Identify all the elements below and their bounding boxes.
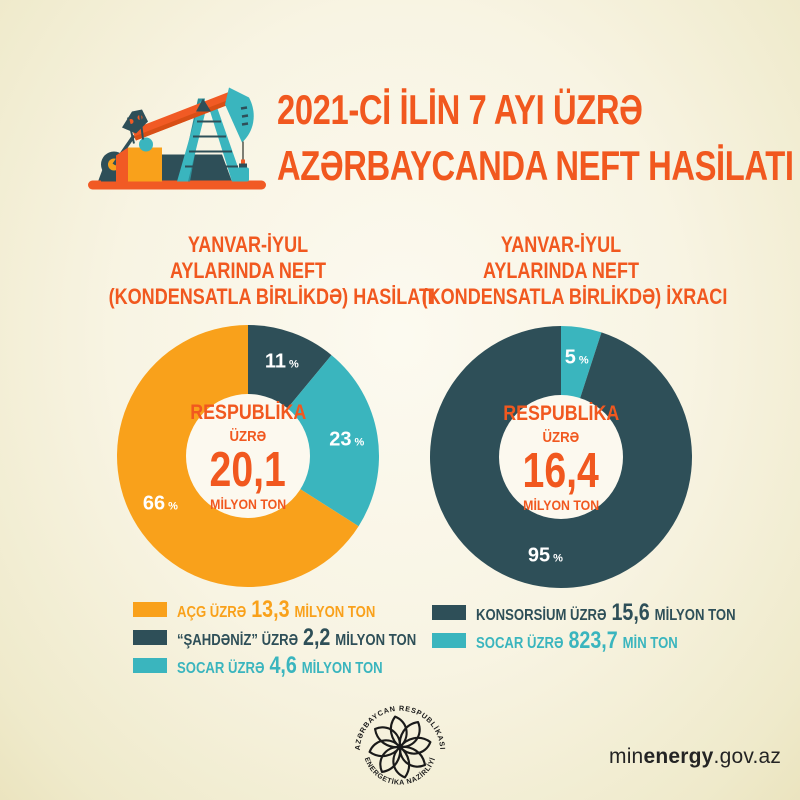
legend-text: SOCAR ÜZRƏ 823,7 MİN TON bbox=[476, 627, 678, 655]
legend-label: SOCAR ÜZRƏ bbox=[177, 659, 265, 677]
legend-label: KONSORSİUM ÜZRƏ bbox=[476, 606, 607, 624]
chart-title-line: YANVAR-İYUL bbox=[187, 232, 309, 257]
legend-swatch bbox=[432, 633, 466, 648]
page-title-line2: AZƏRBAYCANDA NEFT HASİLATI bbox=[277, 142, 794, 189]
chart-title-line: AYLARINDA NEFT bbox=[482, 258, 640, 283]
chart-title-export: YANVAR-İYUL AYLARINDA NEFT (KONDENSATLA … bbox=[421, 232, 728, 310]
legend-swatch bbox=[133, 630, 167, 645]
site-post: .gov.az bbox=[713, 745, 782, 768]
chart-title-line: AYLARINDA NEFT bbox=[169, 258, 327, 283]
legend-row: SOCAR ÜZRƏ 823,7 MİN TON bbox=[432, 627, 793, 654]
chart-title-line: (KONDENSATLA BİRLİKDƏ) HASİLATI bbox=[108, 284, 436, 309]
chart-title-line: YANVAR-İYUL bbox=[500, 232, 622, 257]
legend-text: KONSORSİUM ÜZRƏ 15,6 MİLYON TON bbox=[476, 599, 736, 627]
legend-unit: MİLYON TON bbox=[301, 659, 383, 677]
legend-text: AÇG ÜZRƏ 13,3 MİLYON TON bbox=[177, 596, 375, 624]
page-title-line1: 2021-Cİ İLİN 7 AYI ÜZRƏ bbox=[277, 86, 643, 133]
legend-swatch bbox=[133, 658, 167, 673]
legend-label: AÇG ÜZRƏ bbox=[177, 603, 247, 621]
donut-hole bbox=[499, 395, 623, 519]
legend-label: “ŞAHDƏNİZ” ÜZRƏ bbox=[177, 631, 299, 649]
website-url: minenergy.gov.az bbox=[609, 745, 781, 769]
legend-value: 13,3 bbox=[251, 595, 290, 623]
ministry-logo: AZƏRBAYCAN RESPUBLİKASI ENERGETİKA NAZİR… bbox=[353, 704, 447, 787]
legend-text: “ŞAHDƏNİZ” ÜZRƏ 2,2 MİLYON TON bbox=[177, 624, 416, 652]
slice-percent-label: 66% bbox=[142, 492, 178, 515]
legend-value: 15,6 bbox=[611, 598, 650, 626]
legend-label: SOCAR ÜZRƏ bbox=[476, 634, 564, 652]
donut-svg bbox=[117, 325, 379, 587]
chart-title-line: (KONDENSATLA BİRLİKDƏ) İXRACI bbox=[421, 284, 728, 309]
slice-percent-label: 95% bbox=[527, 544, 563, 567]
legend-production: AÇG ÜZRƏ 13,3 MİLYON TON “ŞAHDƏNİZ” ÜZRƏ 2,2… bbox=[133, 596, 469, 679]
legend-unit: MİLYON TON bbox=[654, 606, 736, 624]
legend-value: 823,7 bbox=[568, 626, 618, 654]
legend-text: SOCAR ÜZRƏ 4,6 MİLYON TON bbox=[177, 652, 383, 680]
legend-swatch bbox=[432, 605, 466, 620]
donut-svg bbox=[430, 326, 692, 588]
logo-arc-bottom-text: ENERGETİKA NAZİRLİYİ bbox=[363, 756, 437, 786]
legend-row: SOCAR ÜZRƏ 4,6 MİLYON TON bbox=[133, 652, 469, 679]
donut-chart-export: RESPUBLİKA ÜZRƏ 16,4 MİLYON TON 5% 95% bbox=[430, 326, 692, 588]
legend-value: 4,6 bbox=[269, 651, 297, 679]
legend-value: 2,2 bbox=[303, 623, 331, 651]
legend-swatch bbox=[133, 602, 167, 617]
oil-pumpjack-icon bbox=[88, 87, 266, 190]
legend-unit: MİN TON bbox=[622, 634, 678, 652]
slice-percent-label: 23% bbox=[329, 428, 365, 451]
donut-hole bbox=[186, 394, 310, 518]
donut-slice bbox=[248, 355, 379, 527]
slice-percent-label: 11% bbox=[264, 350, 299, 373]
site-pre: min bbox=[609, 745, 644, 768]
legend-export: KONSORSİUM ÜZRƏ 15,6 MİLYON TON SOCAR ÜZRƏ 8… bbox=[432, 599, 793, 654]
site-bold: energy bbox=[643, 745, 714, 768]
legend-row: KONSORSİUM ÜZRƏ 15,6 MİLYON TON bbox=[432, 599, 793, 626]
chart-title-production: YANVAR-İYUL AYLARINDA NEFT (KONDENSATLA … bbox=[108, 232, 436, 310]
legend-unit: MİLYON TON bbox=[294, 603, 376, 621]
page-title: 2021-Cİ İLİN 7 AYI ÜZRƏ AZƏRBAYCANDA NEF… bbox=[277, 82, 794, 194]
slice-percent-label: 5% bbox=[564, 346, 589, 369]
legend-row: AÇG ÜZRƏ 13,3 MİLYON TON bbox=[133, 596, 469, 623]
legend-unit: MİLYON TON bbox=[335, 631, 417, 649]
pinwheel-icon bbox=[368, 715, 432, 779]
svg-text:ENERGETİKA NAZİRLİYİ: ENERGETİKA NAZİRLİYİ bbox=[363, 756, 437, 786]
donut-chart-production: RESPUBLİKA ÜZRƏ 20,1 MİLYON TON 11% 23% 66… bbox=[117, 325, 379, 587]
legend-row: “ŞAHDƏNİZ” ÜZRƏ 2,2 MİLYON TON bbox=[133, 624, 469, 651]
